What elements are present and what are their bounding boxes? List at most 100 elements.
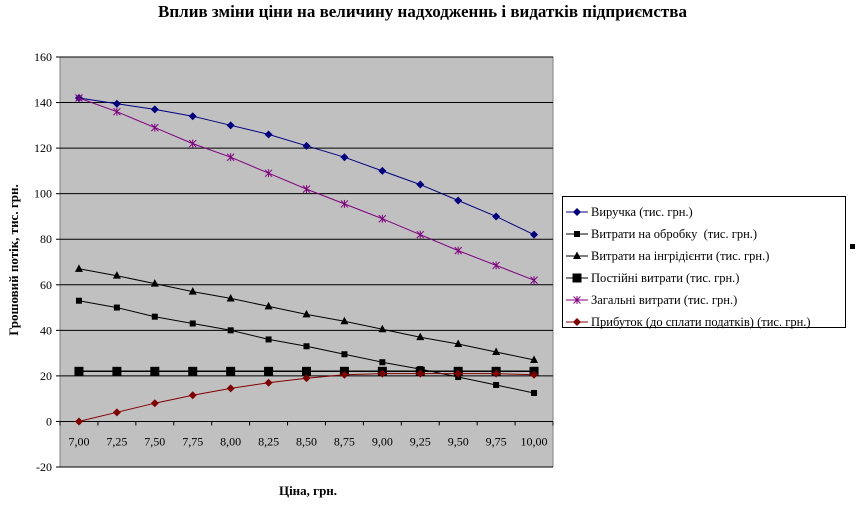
data-point xyxy=(264,130,273,139)
data-point xyxy=(493,382,500,388)
data-point xyxy=(112,99,121,108)
data-point xyxy=(264,366,274,376)
legend-item: Виручка (тис. грн.) xyxy=(563,201,845,223)
y-tick-label: 80 xyxy=(40,232,52,246)
x-tick-label: 9,50 xyxy=(448,434,469,448)
y-tick-label: 60 xyxy=(40,278,52,292)
data-point xyxy=(302,374,311,383)
x-tick-label: 10,00 xyxy=(521,434,548,448)
data-point xyxy=(150,399,159,408)
data-point xyxy=(188,112,197,121)
x-tick-label: 8,25 xyxy=(258,434,279,448)
data-point xyxy=(454,339,463,347)
data-point xyxy=(530,230,539,239)
data-point xyxy=(492,261,500,270)
y-tick-label: -20 xyxy=(36,460,52,474)
legend-symbol xyxy=(566,231,588,237)
data-point xyxy=(188,287,197,295)
x-tick-label: 9,25 xyxy=(410,434,431,448)
data-point xyxy=(302,185,311,194)
data-point xyxy=(340,199,349,208)
data-point xyxy=(226,366,236,376)
data-point xyxy=(378,214,387,223)
data-point xyxy=(113,107,121,116)
data-point xyxy=(378,369,387,378)
data-point xyxy=(227,327,234,334)
data-point xyxy=(264,301,273,310)
x-tick-label: 8,00 xyxy=(220,434,241,448)
legend-item: Постійні витрати (тис. грн.) xyxy=(563,267,845,289)
data-point xyxy=(340,370,349,379)
legend-label: Виручка (тис. грн.) xyxy=(591,204,693,219)
data-point xyxy=(264,169,273,178)
legend: Виручка (тис. грн.) Витрати на обробку (т… xyxy=(562,196,846,329)
data-point xyxy=(340,316,349,325)
legend-label: Загальні витрати (тис. грн.) xyxy=(591,292,738,307)
data-point xyxy=(573,208,581,216)
legend-symbol xyxy=(566,208,588,216)
legend-item: Витрати на обробку (тис. грн.) xyxy=(563,223,845,245)
data-point xyxy=(416,332,425,341)
data-point xyxy=(302,141,311,150)
legend-item: Загальні витрати (тис. грн.) xyxy=(563,289,845,311)
legend-item: Витрати на інгрідієнти (тис. грн.) xyxy=(563,245,845,267)
data-point xyxy=(454,196,463,205)
data-point xyxy=(416,230,425,239)
data-point xyxy=(188,391,197,400)
data-point xyxy=(379,359,386,366)
legend-label: Витрати на обробку (тис. грн.) xyxy=(591,226,758,241)
series-1 xyxy=(74,94,539,239)
data-point xyxy=(112,408,121,417)
data-point xyxy=(416,180,425,189)
legend-label: Прибуток (до сплати податків) (тис. грн.… xyxy=(591,314,811,329)
data-point xyxy=(226,153,235,162)
data-point xyxy=(572,273,582,283)
y-tick-label: 100 xyxy=(34,187,52,201)
data-point xyxy=(341,351,348,358)
data-point xyxy=(302,309,311,318)
data-point xyxy=(74,264,83,272)
data-point xyxy=(454,246,463,255)
x-tick-label: 7,00 xyxy=(68,434,89,448)
x-tick-label: 8,75 xyxy=(334,434,355,448)
y-tick-label: 20 xyxy=(40,369,52,383)
series-6 xyxy=(74,369,539,426)
data-point xyxy=(188,139,197,148)
data-point xyxy=(189,320,196,327)
y-tick-label: 40 xyxy=(40,323,52,337)
x-tick-label: 9,00 xyxy=(372,434,393,448)
data-point xyxy=(574,231,580,237)
data-point xyxy=(573,296,581,304)
data-point xyxy=(150,123,159,132)
data-point xyxy=(150,279,159,287)
y-axis-label-box: Грошовий потік, тис. грн. xyxy=(4,150,24,370)
data-point xyxy=(492,369,501,378)
y-axis-label: Грошовий потік, тис. грн. xyxy=(6,184,21,336)
data-point xyxy=(150,366,160,376)
data-point xyxy=(112,271,121,279)
x-tick-label: 7,50 xyxy=(144,434,165,448)
legend-item: Прибуток (до сплати податків) (тис. грн.… xyxy=(563,311,845,333)
data-point xyxy=(340,153,349,162)
data-point xyxy=(113,304,120,311)
x-tick-label: 8,50 xyxy=(296,434,317,448)
data-point xyxy=(378,166,387,175)
legend-symbol xyxy=(566,318,588,326)
legend-symbol xyxy=(566,273,588,283)
x-tick-label: 7,25 xyxy=(106,434,127,448)
x-tick-label: 7,75 xyxy=(182,434,203,448)
y-tick-label: 140 xyxy=(34,96,52,110)
x-axis-label: Ціна, грн. xyxy=(278,483,338,498)
data-point xyxy=(264,378,273,387)
plot-area xyxy=(59,56,554,468)
data-point xyxy=(416,369,425,378)
data-point xyxy=(150,105,159,114)
data-point xyxy=(530,355,539,363)
series-5 xyxy=(75,94,538,285)
data-point xyxy=(573,318,581,326)
data-point xyxy=(75,94,83,102)
data-point xyxy=(530,370,539,379)
y-tick-label: 0 xyxy=(46,414,52,428)
data-point xyxy=(573,251,581,259)
legend-symbol xyxy=(566,251,588,259)
